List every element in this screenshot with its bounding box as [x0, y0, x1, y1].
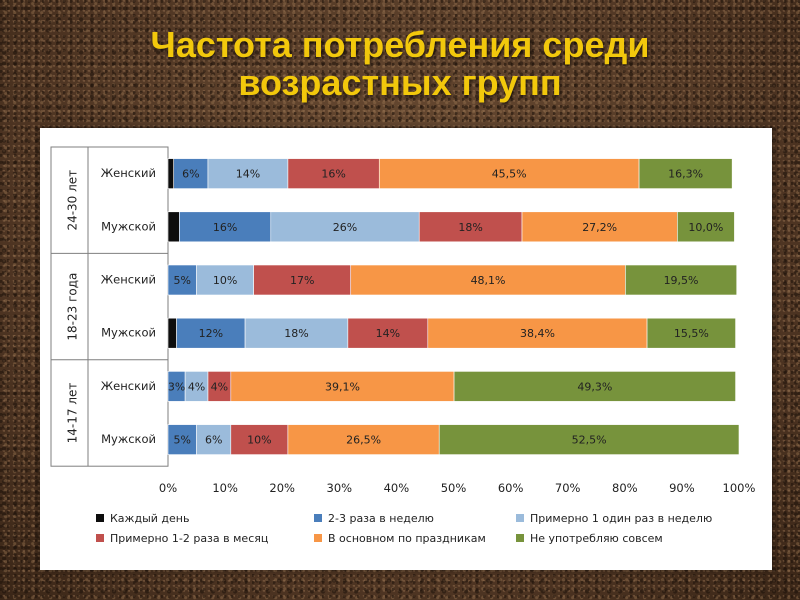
x-tick-label: 70% [555, 481, 581, 495]
data-label: 14% [376, 327, 400, 340]
data-label: 16% [213, 221, 237, 234]
data-label: 5% [174, 434, 191, 447]
legend-swatch [314, 514, 322, 522]
row-label: Женский [101, 379, 156, 393]
legend-label: Примерно 1 один раз в неделю [530, 512, 713, 525]
data-label: 4% [188, 380, 205, 393]
title-line-2: возрастных групп [238, 62, 562, 103]
data-label: 5% [174, 274, 191, 287]
row-label: Мужской [101, 432, 156, 446]
bar-segment [167, 158, 175, 189]
bar-segment [173, 158, 209, 189]
data-label: 10% [247, 434, 271, 447]
data-label: 15,5% [674, 327, 709, 340]
x-tick-label: 80% [612, 481, 638, 495]
bar-segment [167, 317, 177, 349]
bar-segment [625, 264, 738, 296]
bar-segment [418, 211, 523, 243]
x-tick-label: 30% [327, 481, 353, 495]
bar-segment [167, 424, 197, 455]
x-tick-label: 90% [669, 481, 695, 495]
data-label: 10% [213, 274, 237, 287]
bar-segment [167, 211, 180, 243]
bar-segment [438, 424, 740, 455]
legend-swatch [516, 514, 524, 522]
chart-legend: Каждый день 2-3 раза в неделю Примерно 1 о… [96, 510, 756, 560]
bar-segment [638, 158, 733, 189]
data-label: 6% [205, 434, 222, 447]
bar-segment [287, 424, 440, 455]
legend-item: Каждый день [96, 510, 189, 528]
data-label: 18% [458, 221, 482, 234]
legend-item: 2-3 раза в неделю [314, 510, 434, 528]
x-tick-label: 50% [441, 481, 467, 495]
data-label: 49,3% [577, 380, 612, 393]
data-label: 10,0% [688, 221, 723, 234]
data-label: 19,5% [664, 274, 699, 287]
bar-segment [453, 371, 736, 402]
page-title: Частота потребления среди возрастных гру… [0, 26, 800, 102]
data-label: 45,5% [492, 168, 527, 181]
data-label: 6% [182, 168, 199, 181]
x-tick-label: 100% [723, 481, 756, 495]
row-label: Мужской [101, 326, 156, 340]
bar-segment [230, 424, 289, 455]
legend-label: Не употребляю совсем [530, 532, 663, 545]
x-tick-label: 20% [269, 481, 295, 495]
legend-swatch [96, 534, 104, 542]
data-label: 12% [199, 327, 223, 340]
group-label: 24-30 лет [66, 170, 80, 231]
legend-swatch [516, 534, 524, 542]
data-label: 26,5% [346, 434, 381, 447]
bar-segment [176, 317, 246, 349]
bar-segment [196, 264, 254, 296]
data-label: 16,3% [668, 168, 703, 181]
x-tick-label: 60% [498, 481, 524, 495]
data-label: 26% [333, 221, 357, 234]
x-tick-label: 0% [159, 481, 177, 495]
title-line-1: Частота потребления среди [150, 24, 650, 65]
bar-segment [270, 211, 420, 243]
legend-label: 2-3 раза в неделю [328, 512, 434, 525]
legend-label: В основном по праздникам [328, 532, 486, 545]
data-label: 52,5% [572, 434, 607, 447]
bar-segment [350, 264, 626, 296]
bar-segment [677, 211, 735, 243]
data-label: 16% [321, 168, 345, 181]
bar-segment [253, 264, 352, 296]
bar-segment [244, 317, 349, 349]
legend-label: Примерно 1-2 раза в месяц [110, 532, 269, 545]
x-tick-label: 10% [212, 481, 238, 495]
data-label: 18% [284, 327, 308, 340]
legend-item: Примерно 1 один раз в неделю [516, 510, 712, 528]
bar-segment [347, 317, 429, 349]
legend-swatch [314, 534, 322, 542]
data-label: 39,1% [325, 380, 360, 393]
bar-segment [207, 158, 289, 189]
bar-segment [646, 317, 736, 349]
row-label: Мужской [101, 219, 156, 233]
row-label: Женский [101, 166, 156, 180]
data-label: 27,2% [582, 221, 617, 234]
data-label: 38,4% [520, 327, 555, 340]
data-label: 14% [236, 168, 260, 181]
data-label: 4% [211, 380, 228, 393]
x-tick-label: 40% [384, 481, 410, 495]
legend-item: Не употребляю совсем [516, 530, 663, 548]
bar-segment [521, 211, 678, 243]
chart-panel: 24-30 лет Женский Мужской 18-23 года Женский… [40, 128, 772, 570]
legend-item: В основном по праздникам [314, 530, 486, 548]
data-label: 48,1% [471, 274, 506, 287]
stacked-bar-chart: 24-30 лет Женский Мужской 18-23 года Женский… [50, 146, 756, 495]
group-label: 14-17 лет [66, 383, 80, 444]
legend-swatch [96, 514, 104, 522]
legend-item: Примерно 1-2 раза в месяц [96, 530, 268, 548]
bar-segment [196, 424, 232, 455]
bar-segment [427, 317, 648, 349]
group-label: 18-23 года [66, 273, 80, 341]
legend-label: Каждый день [110, 512, 190, 525]
data-label: 17% [290, 274, 314, 287]
row-label: Женский [101, 273, 156, 287]
data-label: 3% [168, 380, 185, 393]
